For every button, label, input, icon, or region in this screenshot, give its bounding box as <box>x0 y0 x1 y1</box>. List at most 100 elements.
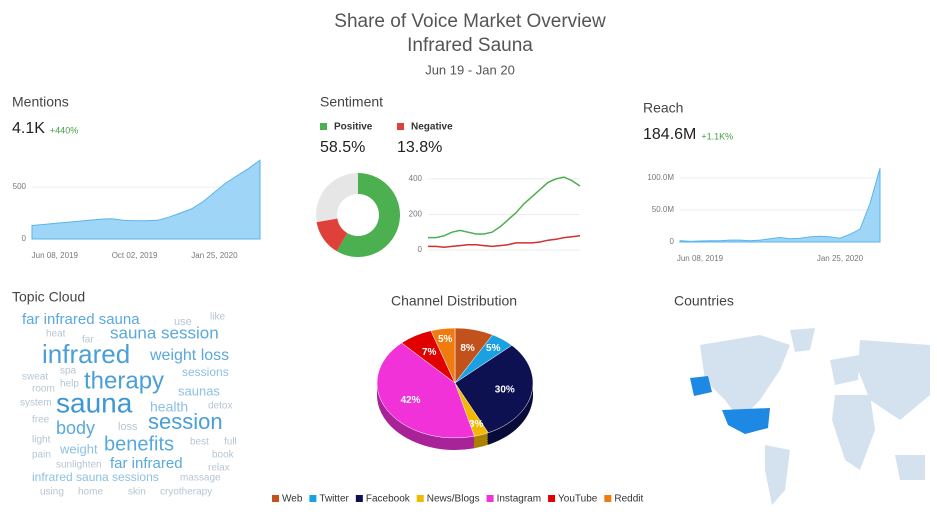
highlighted-country <box>690 376 712 396</box>
dashboard-subtitle: Infrared Sauna <box>407 35 533 56</box>
cloud-word: sessions <box>182 365 229 379</box>
y-tick-label: 50.0M <box>652 205 675 214</box>
cloud-word: body <box>56 418 95 438</box>
cloud-word: therapy <box>84 367 164 394</box>
cloud-word: massage <box>180 473 221 484</box>
metric-change: +1.1K% <box>701 131 733 141</box>
panel-title: Countries <box>674 293 734 309</box>
cloud-word: health <box>150 399 188 415</box>
land <box>830 355 860 385</box>
area <box>31 159 261 240</box>
panel-title: Topic Cloud <box>12 289 85 305</box>
pie-slice <box>454 345 534 434</box>
x-tick-label: Oct 02, 2019 <box>112 251 158 260</box>
legend-swatch <box>604 495 612 502</box>
legend-label: Reddit <box>614 494 643 505</box>
panel-title: Sentiment <box>320 94 383 110</box>
legend-swatch <box>416 495 424 502</box>
land <box>832 395 875 470</box>
y-tick-label: 400 <box>409 174 423 183</box>
cloud-word: using <box>40 487 64 498</box>
cloud-word: loss <box>118 421 138 433</box>
legend-swatch <box>397 123 404 130</box>
land <box>790 328 815 352</box>
y-tick-label: 0 <box>22 234 27 243</box>
cloud-word: sweat <box>22 372 48 383</box>
land <box>858 340 930 420</box>
cloud-word: help <box>60 379 79 390</box>
cloud-word: heat <box>46 329 66 340</box>
land <box>700 335 790 420</box>
cloud-word: sunlighten <box>56 460 102 471</box>
cloud-word: session <box>148 409 223 434</box>
pie-slice <box>376 342 475 439</box>
legend-label: Web <box>282 494 303 505</box>
value-label: 13.8% <box>397 139 442 156</box>
y-tick-label: 100.0M <box>647 173 674 182</box>
cloud-word: like <box>210 312 225 323</box>
y-tick-label: 200 <box>409 210 423 219</box>
cloud-word: free <box>32 415 50 426</box>
date-range: Jun 19 - Jan 20 <box>425 62 515 77</box>
pie-slice <box>430 327 456 384</box>
cloud-word: system <box>20 398 52 409</box>
panel-title: Channel Distribution <box>391 293 517 309</box>
cloud-word: saunas <box>178 383 220 398</box>
x-tick-label: Jun 08, 2019 <box>677 254 724 263</box>
cloud-word: infrared <box>42 339 130 369</box>
x-tick-label: Jan 25, 2020 <box>191 251 238 260</box>
cloud-word: far infrared sauna <box>22 311 140 328</box>
data-label: 8% <box>460 343 475 354</box>
data-label: 30% <box>495 384 515 395</box>
legend-swatch <box>309 495 317 502</box>
legend-label: YouTube <box>558 494 598 505</box>
data-label: 7% <box>422 347 437 358</box>
line <box>428 235 581 249</box>
metric-value: 184.6M <box>643 126 696 143</box>
data-label: 42% <box>401 395 421 406</box>
cloud-word: use <box>174 316 192 328</box>
cloud-word: skin <box>128 487 146 498</box>
cloud-word: full <box>224 437 237 448</box>
legend-label: Positive <box>334 122 373 133</box>
cloud-word: room <box>32 384 55 395</box>
legend-swatch <box>272 495 279 502</box>
cloud-word: relax <box>208 463 230 474</box>
dashboard-title: Share of Voice Market Overview <box>334 11 606 32</box>
x-tick-label: Jan 25, 2020 <box>817 254 864 263</box>
data-label: 5% <box>486 343 501 354</box>
cloud-word: spa <box>60 366 77 377</box>
highlighted-country <box>722 408 770 434</box>
legend-label: Instagram <box>497 494 541 505</box>
panel-title: Reach <box>643 100 683 116</box>
legend-label: Negative <box>411 122 453 133</box>
cloud-word: cryotherapy <box>160 487 212 498</box>
line <box>428 176 581 239</box>
land <box>765 445 790 505</box>
cloud-word: detox <box>208 401 232 412</box>
legend-swatch <box>486 495 494 502</box>
legend-label: News/Blogs <box>427 494 480 505</box>
world-map <box>690 328 930 505</box>
cloud-word: weight loss <box>149 347 229 364</box>
area <box>679 168 881 243</box>
legend-swatch <box>548 495 556 502</box>
legend-swatch <box>320 123 327 130</box>
donut-slice <box>315 173 358 223</box>
pie-top: 8% 5%30%3%42%7%5% <box>376 327 534 439</box>
x-tick-label: Jun 08, 2019 <box>32 251 79 260</box>
metric-value: 4.1K <box>12 120 45 137</box>
cloud-word: far infrared <box>110 455 183 472</box>
data-label: 5% <box>438 334 453 345</box>
cloud-word: best <box>190 437 209 448</box>
y-tick-label: 500 <box>13 182 27 191</box>
cloud-word: pain <box>32 450 51 461</box>
cloud-word: far <box>82 335 94 346</box>
cloud-word: weight <box>59 441 98 456</box>
cloud-word: sauna <box>56 387 133 418</box>
land <box>895 455 925 480</box>
y-tick-label: 0 <box>418 245 423 254</box>
cloud-word: book <box>212 450 235 461</box>
cloud-word: sauna session <box>110 323 219 342</box>
